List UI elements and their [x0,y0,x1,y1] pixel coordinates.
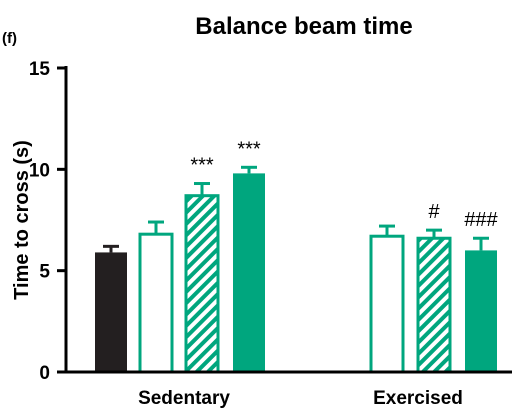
bar [369,234,405,374]
y-tick-label: 0 [39,363,50,384]
ticks-layer: 0 5 10 15 [29,59,66,384]
x-category-label: Exercised [373,388,463,409]
significance-label: *** [190,155,214,177]
y-axis-label: Time to cross (s) [11,140,33,300]
significance-label: ### [464,209,498,231]
bar [465,250,497,372]
bar [184,194,220,374]
significance-label: *** [237,138,261,160]
bars-layer [95,165,497,374]
bar [138,232,174,374]
bar [416,236,452,374]
annotations-layer: ******# ### [190,138,498,231]
x-category-label: Sedentary [138,388,230,409]
y-tick-label: 15 [29,59,51,80]
categories-layer: Sedentary Exercised [138,388,463,409]
bar [95,252,127,372]
bar [233,173,265,372]
panel-label: (f) [2,30,17,47]
y-tick-label: 5 [39,262,50,283]
y-tick-label: 10 [29,160,50,181]
chart-title: Balance beam time [195,13,412,40]
significance-label: # [428,201,440,223]
